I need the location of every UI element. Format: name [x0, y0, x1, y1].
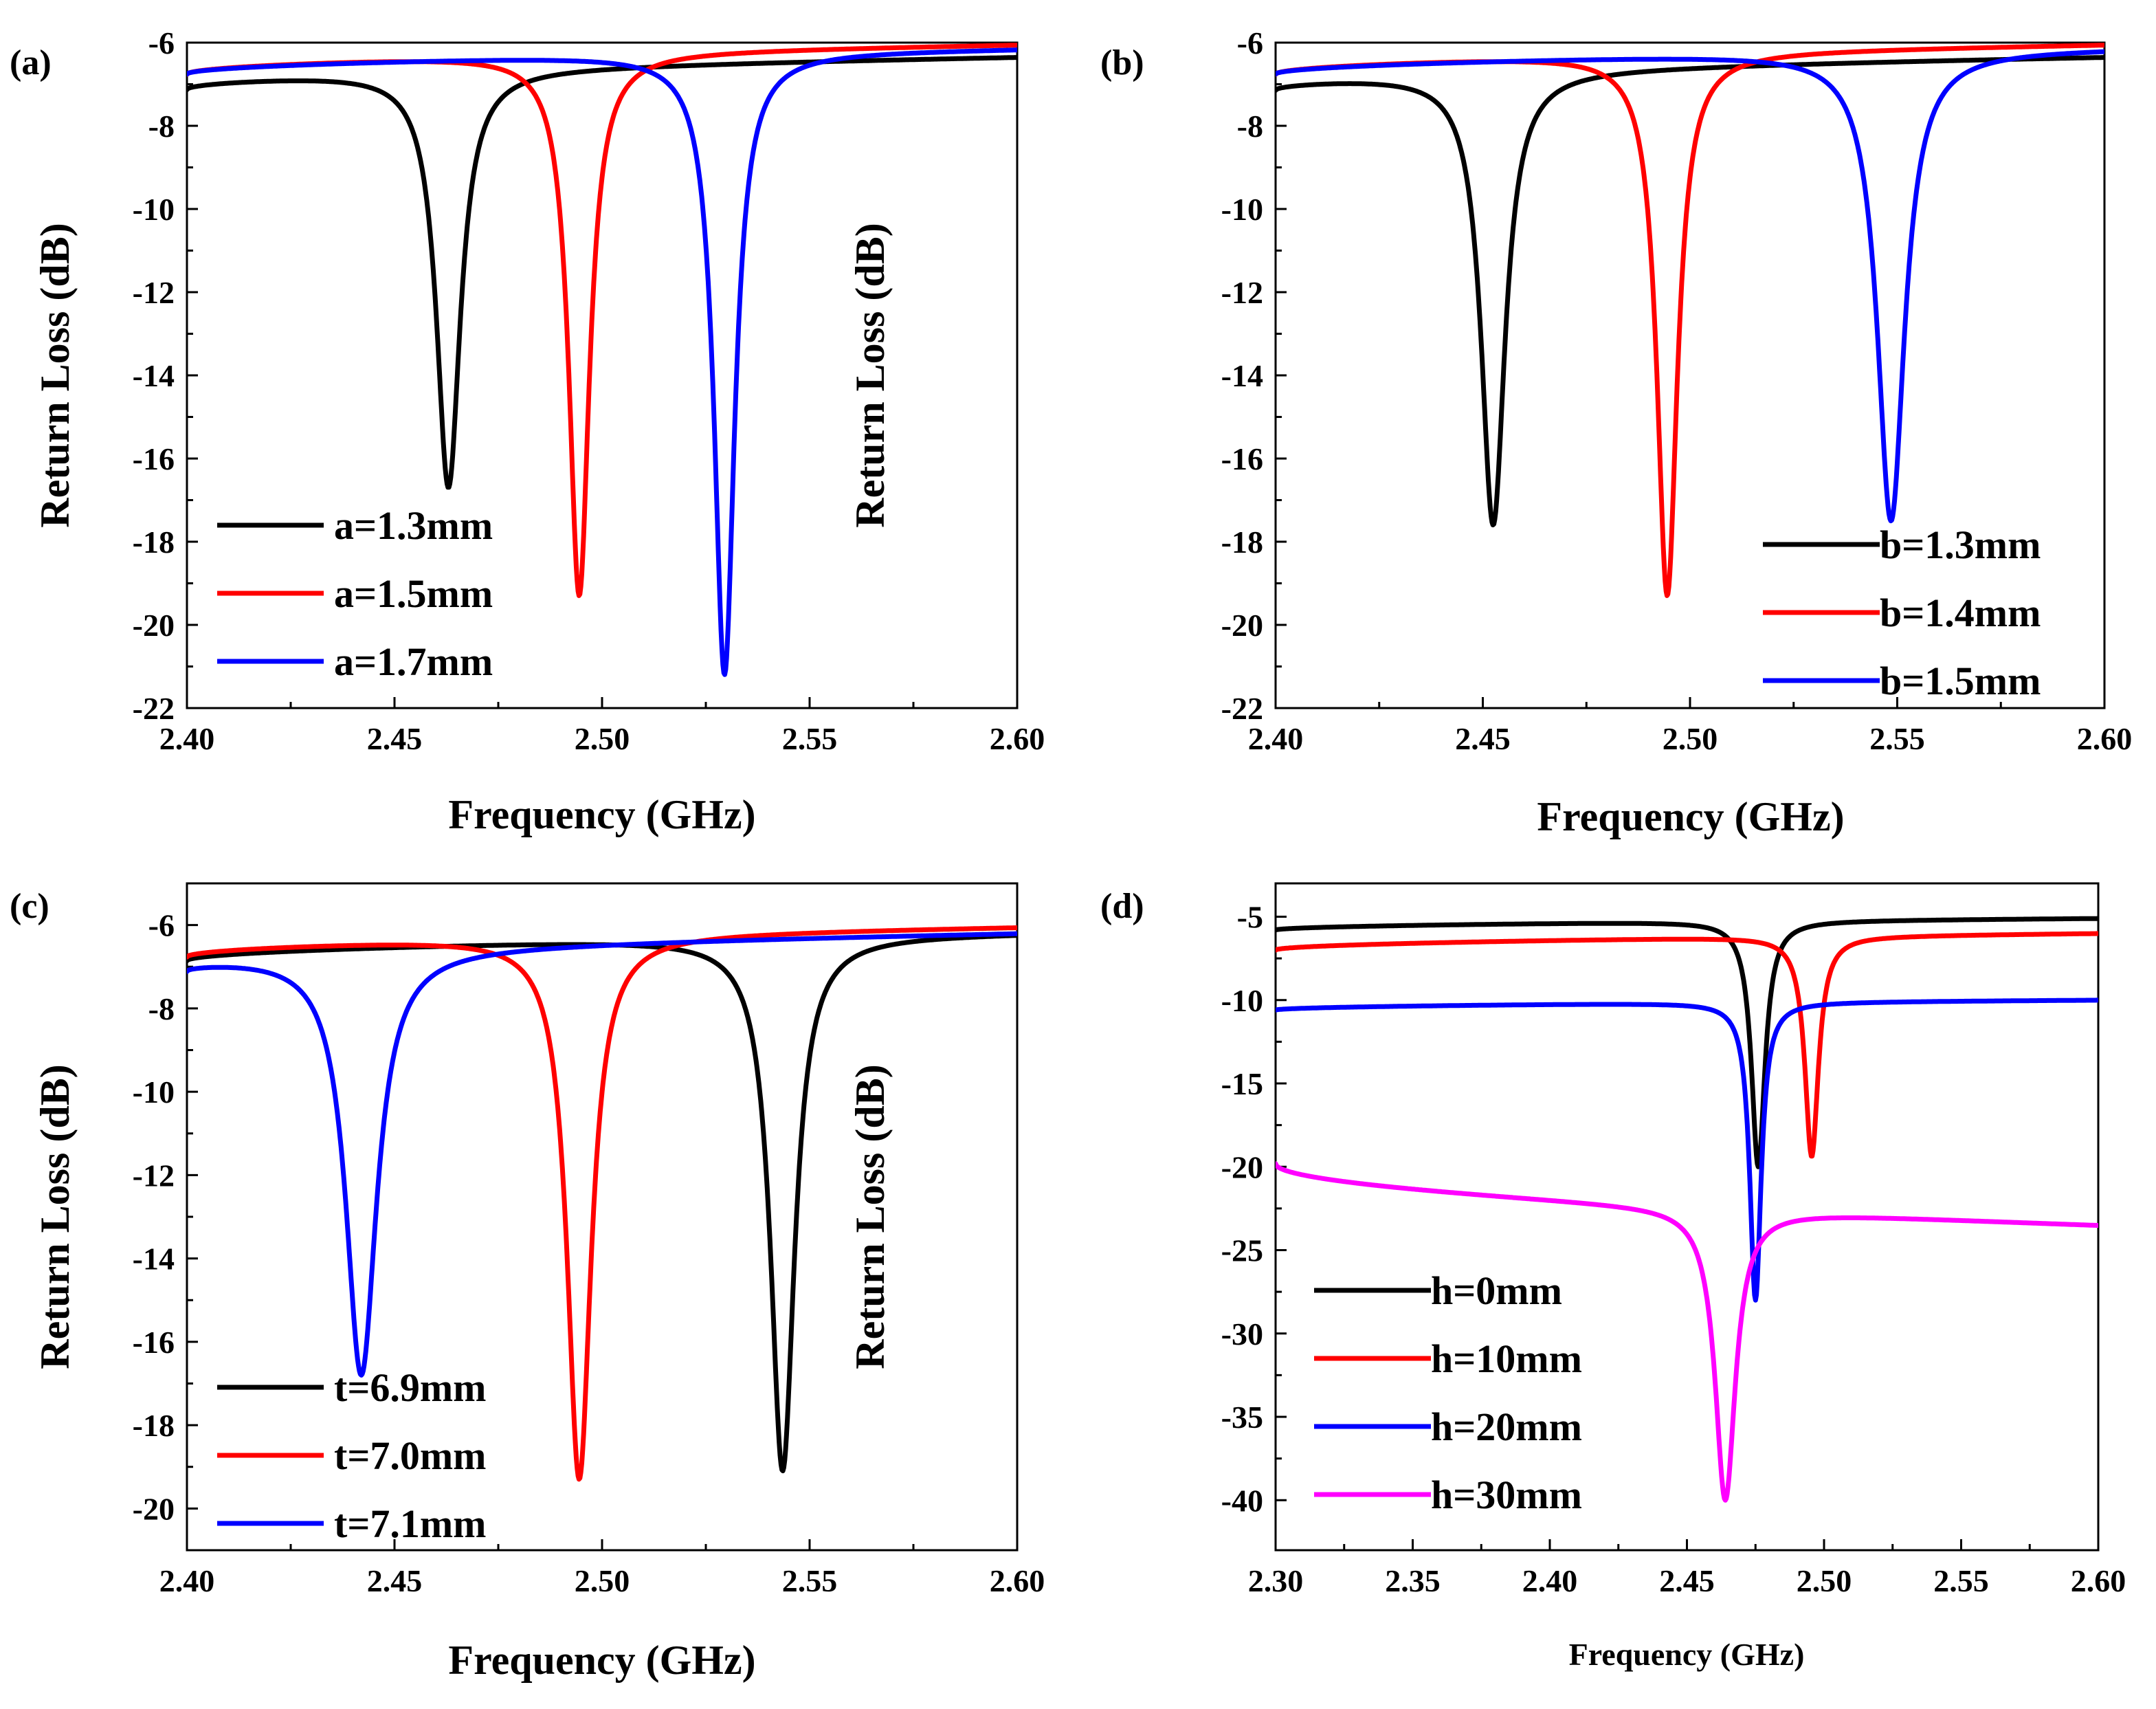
- y-axis-title-d: Return Loss (dB): [847, 1064, 893, 1369]
- x-tick-label-d-3: 2.45: [1659, 1563, 1715, 1598]
- x-tick-label-c-3: 2.55: [782, 1563, 838, 1598]
- panel-b: 2.40 2.45 2.50 2.55 2.60 -6 -8 -10 -12 -14 -16 -18 -…: [847, 25, 2132, 839]
- y-axis-title-a: Return Loss (dB): [32, 223, 78, 527]
- y-tick-label-d-5: -30: [1221, 1316, 1263, 1352]
- panel-label-b: (b): [1100, 43, 1144, 82]
- x-tick-label-d-6: 2.60: [2071, 1563, 2126, 1598]
- x-tick-label-c-4: 2.60: [990, 1563, 1045, 1598]
- series-line-c-1: [187, 925, 1017, 1482]
- legend-label-c-1: t=7.0mm: [334, 1433, 487, 1478]
- y-tick-label-c-1: -8: [148, 991, 175, 1026]
- y-tick-label-c-7: -20: [133, 1491, 175, 1526]
- y-tick-label-c-6: -18: [133, 1408, 175, 1443]
- y-tick-label-a-2: -10: [133, 192, 175, 227]
- y-tick-label-b-8: -22: [1221, 691, 1263, 726]
- legend-label-d-1: h=10mm: [1431, 1336, 1582, 1381]
- x-tick-label-d-0: 2.30: [1248, 1563, 1304, 1598]
- x-tick-label-c-0: 2.40: [159, 1563, 215, 1598]
- series-line-d-3: [1276, 1161, 2098, 1503]
- x-axis-title-c: Frequency (GHz): [448, 1638, 755, 1683]
- x-tick-label-b-2: 2.50: [1663, 721, 1718, 756]
- y-tick-label-a-3: -12: [133, 275, 175, 310]
- legend-label-a-2: a=1.7mm: [334, 639, 493, 684]
- y-tick-label-b-6: -18: [1221, 525, 1263, 560]
- y-tick-label-d-4: -25: [1221, 1233, 1263, 1268]
- x-tick-label-b-0: 2.40: [1248, 721, 1304, 756]
- x-axis-title-a: Frequency (GHz): [448, 792, 755, 837]
- x-tick-label-a-2: 2.50: [575, 721, 630, 756]
- y-tick-label-d-2: -15: [1221, 1066, 1263, 1101]
- y-tick-label-a-5: -16: [133, 441, 175, 476]
- legend-label-b-0: b=1.3mm: [1880, 522, 2041, 567]
- y-tick-label-b-5: -16: [1221, 441, 1263, 476]
- legend-label-a-0: a=1.3mm: [334, 503, 493, 548]
- series-line-b-2: [1276, 49, 2104, 524]
- legend-label-a-1: a=1.5mm: [334, 571, 493, 616]
- x-tick-label-a-3: 2.55: [782, 721, 838, 756]
- series-line-d-1: [1276, 931, 2098, 1159]
- y-tick-label-a-1: -8: [148, 109, 175, 144]
- series-line-d-0: [1276, 916, 2098, 1169]
- y-tick-label-a-0: -6: [148, 25, 175, 60]
- y-tick-label-d-6: -35: [1221, 1400, 1263, 1435]
- panel-label-d: (d): [1100, 887, 1144, 926]
- x-tick-label-c-2: 2.50: [575, 1563, 630, 1598]
- y-tick-label-c-3: -12: [133, 1158, 175, 1193]
- y-tick-label-b-0: -6: [1237, 25, 1263, 60]
- y-tick-label-a-8: -22: [133, 691, 175, 726]
- y-tick-label-b-3: -12: [1221, 275, 1263, 310]
- legend-label-d-2: h=20mm: [1431, 1404, 1582, 1449]
- x-tick-label-b-3: 2.55: [1869, 721, 1925, 756]
- legend-label-d-3: h=30mm: [1431, 1473, 1582, 1517]
- legend-label-c-2: t=7.1mm: [334, 1501, 487, 1546]
- y-tick-label-a-4: -14: [133, 358, 175, 393]
- legend-label-b-1: b=1.4mm: [1880, 591, 2041, 635]
- panel-label-a: (a): [10, 43, 52, 82]
- y-tick-label-d-0: -5: [1237, 900, 1263, 935]
- y-tick-label-d-3: -20: [1221, 1149, 1263, 1184]
- y-tick-label-a-6: -18: [133, 525, 175, 560]
- y-tick-label-b-4: -14: [1221, 358, 1263, 393]
- y-axis-title-b: Return Loss (dB): [847, 223, 893, 527]
- series-line-b-0: [1276, 55, 2104, 528]
- panel-c: 2.40 2.45 2.50 2.55 2.60 -6 -8 -10 -12 -14 -16 -18 -…: [10, 882, 1045, 1683]
- y-tick-label-b-1: -8: [1237, 109, 1263, 144]
- series-line-a-0: [187, 55, 1017, 490]
- x-tick-label-d-5: 2.55: [1933, 1563, 1989, 1598]
- series-line-a-2: [187, 47, 1017, 677]
- x-tick-label-a-1: 2.45: [367, 721, 423, 756]
- legend-label-c-0: t=6.9mm: [334, 1365, 487, 1410]
- x-tick-label-d-2: 2.40: [1522, 1563, 1578, 1598]
- panel-label-c: (c): [10, 887, 49, 926]
- y-tick-label-b-2: -10: [1221, 192, 1263, 227]
- y-tick-label-d-7: -40: [1221, 1483, 1263, 1518]
- y-tick-label-b-7: -20: [1221, 608, 1263, 643]
- plot-frame-d: [1274, 882, 2100, 1552]
- y-tick-label-c-0: -6: [148, 908, 175, 943]
- panel-d: 2.30 2.35 2.40 2.45 2.50 2.55 2.60 -5 -10 -15 -20 -…: [847, 882, 2126, 1672]
- y-tick-label-a-7: -20: [133, 608, 175, 643]
- y-tick-label-c-5: -16: [133, 1325, 175, 1360]
- panel-a: 2.40 2.45 2.50 2.55 2.60 -6 -8 -10 -12 -14 -16 -18 -…: [10, 25, 1045, 837]
- x-tick-label-d-1: 2.35: [1385, 1563, 1441, 1598]
- y-tick-label-c-4: -14: [133, 1242, 175, 1277]
- series-line-b-1: [1276, 43, 2104, 598]
- x-tick-label-b-1: 2.45: [1455, 721, 1511, 756]
- series-line-d-2: [1276, 997, 2098, 1303]
- legend-label-b-2: b=1.5mm: [1880, 659, 2041, 703]
- y-tick-label-c-2: -10: [133, 1074, 175, 1110]
- y-tick-label-d-1: -10: [1221, 983, 1263, 1018]
- x-tick-label-d-4: 2.50: [1797, 1563, 1852, 1598]
- x-tick-label-a-4: 2.60: [990, 721, 1045, 756]
- x-tick-label-b-4: 2.60: [2077, 721, 2133, 756]
- legend-label-d-0: h=0mm: [1431, 1268, 1562, 1313]
- y-axis-title-c: Return Loss (dB): [32, 1064, 78, 1369]
- x-tick-label-a-0: 2.40: [159, 721, 215, 756]
- x-axis-title-d: Frequency (GHz): [1569, 1637, 1805, 1672]
- series-line-c-2: [187, 931, 1017, 1378]
- x-axis-title-b: Frequency (GHz): [1537, 794, 1844, 839]
- x-tick-label-c-1: 2.45: [367, 1563, 423, 1598]
